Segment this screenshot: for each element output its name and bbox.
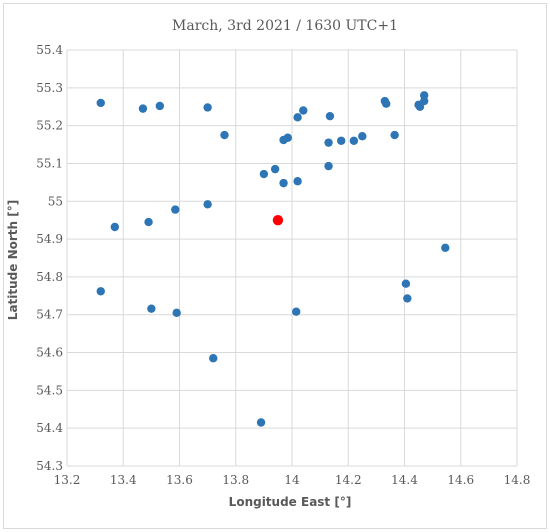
data-point — [382, 99, 391, 108]
x-tick-label: 13.6 — [166, 473, 193, 487]
y-tick-label: 55 — [48, 194, 63, 208]
data-point — [337, 136, 346, 145]
data-point — [293, 177, 302, 186]
x-axis-ticks: 13.2 13.4 13.6 13.8 14 14.2 14.4 14.6 14.8 — [54, 473, 531, 487]
data-point — [293, 113, 302, 122]
data-point — [96, 98, 105, 108]
x-tick-label: 13.8 — [222, 473, 249, 487]
data-point — [325, 111, 335, 121]
y-tick-label: 54.4 — [36, 421, 63, 435]
data-point — [96, 287, 105, 296]
data-point — [358, 132, 367, 141]
chart-frame — [3, 3, 547, 529]
y-tick-label: 54.9 — [36, 232, 63, 246]
data-point — [259, 169, 269, 179]
data-point — [256, 418, 266, 427]
data-point — [419, 91, 429, 100]
data-point — [203, 103, 212, 112]
data-point — [324, 138, 333, 147]
y-tick-label: 55.1 — [36, 156, 63, 170]
y-tick-label: 54.6 — [36, 346, 63, 360]
data-point — [171, 205, 180, 214]
x-tick-label: 13.4 — [110, 473, 137, 487]
y-tick-label: 54.3 — [36, 459, 63, 473]
data-point — [110, 222, 120, 232]
grid-lines — [66, 49, 518, 467]
x-axis-label: Longitude East [°] — [229, 495, 352, 509]
y-tick-label: 55.4 — [36, 43, 63, 57]
data-point — [349, 136, 359, 145]
x-tick-label: 14.8 — [504, 473, 531, 487]
highlight-point — [272, 214, 284, 226]
x-tick-label: 14 — [284, 473, 300, 487]
data-point — [441, 243, 450, 252]
data-point — [270, 164, 280, 174]
y-tick-label: 54.8 — [36, 270, 63, 284]
y-tick-label: 54.5 — [36, 383, 63, 397]
chart-title: March, 3rd 2021 / 1630 UTC+1 — [172, 18, 398, 34]
data-point — [144, 217, 153, 227]
data-point — [292, 307, 301, 316]
x-tick-label: 14.4 — [391, 473, 418, 487]
data-point — [324, 161, 333, 171]
data-point — [220, 130, 229, 140]
data-point — [147, 304, 156, 313]
y-axis-label: Latitude North [°] — [6, 200, 20, 320]
data-point — [138, 104, 148, 113]
data-point — [283, 133, 292, 142]
x-tick-label: 13.2 — [54, 473, 81, 487]
data-point — [299, 106, 308, 115]
y-tick-label: 55.3 — [36, 81, 63, 95]
x-tick-label: 14.6 — [447, 473, 474, 487]
x-tick-label: 14.2 — [335, 473, 362, 487]
y-axis-ticks: 54.3 54.4 54.5 54.6 54.7 54.8 54.9 55 55.1 55.2 55… — [36, 43, 63, 473]
data-point — [403, 294, 412, 303]
y-tick-label: 54.7 — [36, 308, 63, 322]
data-point — [172, 308, 181, 318]
data-point — [209, 354, 218, 363]
data-point — [401, 279, 411, 288]
y-tick-label: 55.2 — [36, 119, 63, 133]
data-point — [155, 101, 165, 111]
data-points — [96, 91, 450, 427]
data-point — [390, 130, 399, 140]
data-point — [203, 200, 212, 209]
data-point — [279, 178, 288, 188]
